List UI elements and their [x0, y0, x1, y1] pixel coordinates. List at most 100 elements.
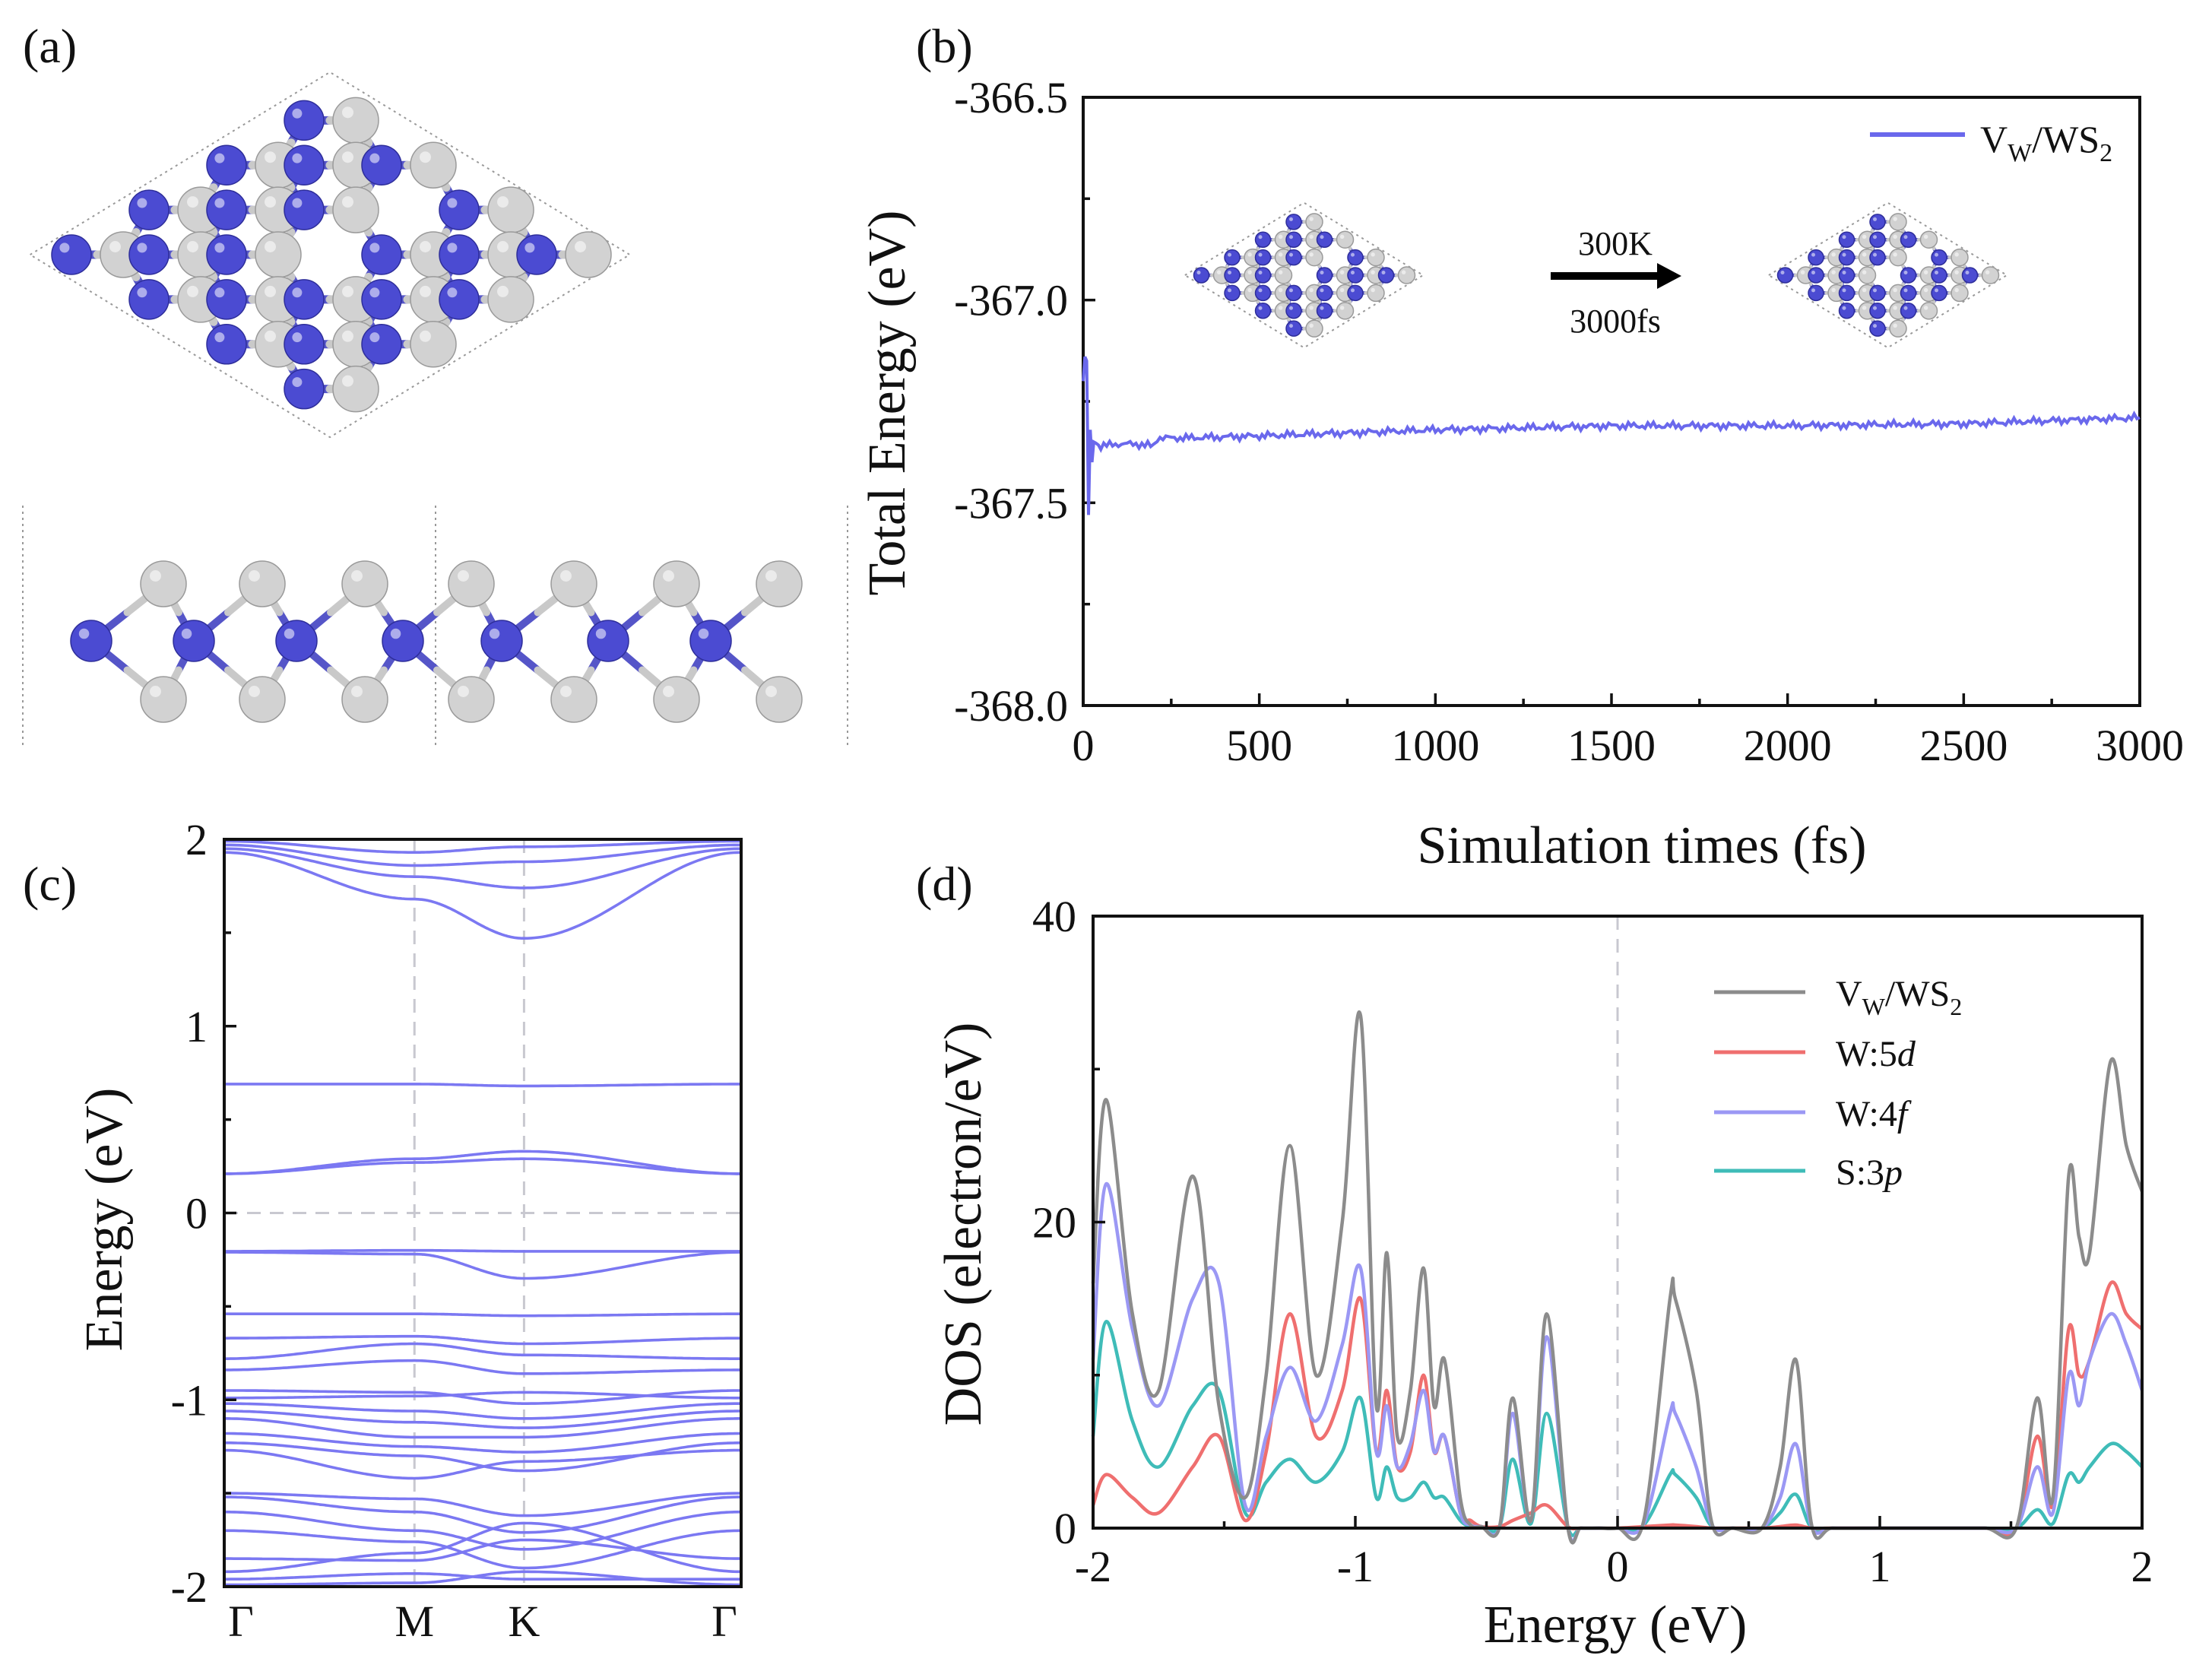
- tungsten-atom: [361, 279, 402, 320]
- c-y-tick-label: 1: [185, 1002, 208, 1051]
- band-line: [224, 1157, 741, 1175]
- d-x-tick-label: -2: [1075, 1542, 1111, 1591]
- tungsten-atom: [1900, 303, 1917, 319]
- d-y-tick-label: 40: [1032, 892, 1076, 941]
- sulfur-atom: [1305, 319, 1323, 338]
- sulfur-atom: [410, 141, 457, 189]
- sulfur-atom: [1336, 302, 1355, 320]
- sulfur-atom: [410, 321, 457, 368]
- unit-cell-outline: [1767, 201, 2009, 349]
- b-y-tick-label: -367.5: [954, 478, 1068, 528]
- tungsten-atom: [206, 279, 247, 320]
- tungsten-atom: [173, 620, 215, 662]
- sulfur-atom: [1305, 248, 1323, 267]
- band-line: [224, 1521, 741, 1574]
- b-plot-frame: [1082, 96, 2141, 707]
- band-line: [224, 1492, 741, 1517]
- sulfur-atom: [140, 676, 187, 723]
- band-line: [224, 1391, 741, 1400]
- tungsten-atom: [1900, 231, 1917, 248]
- b-x-axis-label: Simulation times (fs): [1417, 817, 1866, 875]
- panel-d-chart: Energy (eV) DOS (electron/eV) VW/WS2 W:5d…: [934, 892, 2153, 1654]
- tungsten-atom: [1254, 231, 1272, 248]
- tungsten-atom: [1838, 267, 1855, 284]
- d-x-axis-label: Energy (eV): [1484, 1596, 1748, 1654]
- d-y-axis-label: DOS (electron/eV): [934, 1023, 993, 1426]
- b-y-axis-label: Total Energy (eV): [858, 211, 917, 596]
- panel-d-label: (d): [916, 857, 973, 911]
- tungsten-atom: [1285, 284, 1302, 302]
- tungsten-atom: [1316, 303, 1333, 319]
- sulfur-atom: [1397, 266, 1416, 284]
- tungsten-atom: [1254, 284, 1272, 302]
- tungsten-atom: [206, 189, 247, 230]
- sulfur-atom: [341, 560, 388, 607]
- tungsten-atom: [439, 279, 480, 320]
- tungsten-atom: [1193, 267, 1210, 284]
- tungsten-atom: [284, 324, 325, 365]
- b-legend: VW/WS2: [1870, 118, 2112, 167]
- b-x-tick-label: 0: [1073, 721, 1095, 770]
- b-x-tick-label: 1000: [1391, 721, 1479, 770]
- sulfur-atom: [1951, 248, 1969, 267]
- panel-a-structure: [22, 71, 848, 745]
- unit-cell-outline: [1183, 201, 1425, 349]
- d-x-tick-label: 1: [1869, 1542, 1891, 1591]
- sulfur-atom: [565, 231, 612, 278]
- tungsten-atom: [284, 368, 325, 410]
- b-x-tick-label: 3000: [2096, 721, 2184, 770]
- d-legend-text: VW/WS2: [1836, 974, 1962, 1020]
- sulfur-atom: [550, 676, 597, 723]
- c-y-tick-label: 0: [185, 1189, 208, 1238]
- sulfur-atom: [1889, 213, 1907, 231]
- d-legend-text: W:4f: [1836, 1094, 1912, 1134]
- tungsten-atom: [284, 279, 325, 320]
- band-line: [224, 1432, 741, 1454]
- tungsten-atom: [361, 144, 402, 186]
- sulfur-atom: [756, 560, 803, 607]
- tungsten-atom: [206, 324, 247, 365]
- sulfur-atom: [1919, 302, 1938, 320]
- b-legend-text: VW/WS2: [1980, 118, 2112, 167]
- tungsten-atom: [70, 620, 113, 662]
- tungsten-atom: [361, 324, 402, 365]
- d-x-tick-label: 2: [2131, 1542, 2153, 1591]
- tungsten-atom: [1869, 320, 1886, 337]
- tungsten-atom: [1931, 267, 1947, 284]
- d-legend-text: S:3p: [1836, 1153, 1903, 1193]
- inset-arrow-temperature: 300K: [1578, 225, 1653, 262]
- tungsten-atom: [1869, 249, 1886, 266]
- panel-b-label: (b): [916, 19, 973, 73]
- band-line: [224, 1083, 741, 1088]
- sulfur-atom: [239, 676, 286, 723]
- tungsten-atom: [689, 620, 732, 662]
- c-kpoint-label: M: [395, 1597, 434, 1646]
- b-x-tick-label: 1500: [1567, 721, 1656, 770]
- c-y-tick-label: -1: [171, 1375, 208, 1425]
- tungsten-atom: [51, 234, 92, 275]
- tungsten-atom: [382, 620, 424, 662]
- b-series-line: [1082, 356, 2141, 515]
- b-y-tick-label: -366.5: [954, 73, 1068, 122]
- sulfur-atom: [487, 276, 534, 323]
- band-line: [224, 1529, 741, 1570]
- d-y-tick-label: 0: [1054, 1504, 1076, 1553]
- sulfur-atom: [1367, 248, 1385, 267]
- tungsten-atom: [1900, 267, 1917, 284]
- tungsten-atom: [1285, 249, 1302, 266]
- tungsten-atom: [128, 234, 170, 275]
- band-line: [224, 1570, 741, 1587]
- tungsten-atom: [206, 144, 247, 186]
- tungsten-atom: [1285, 214, 1302, 230]
- tungsten-atom: [1377, 267, 1395, 284]
- inset-arrow-time: 3000fs: [1570, 303, 1661, 340]
- sulfur-atom: [448, 560, 495, 607]
- d-x-tick-label: -1: [1337, 1542, 1374, 1591]
- sulfur-atom: [332, 186, 379, 233]
- side-view: [22, 506, 848, 745]
- d-x-tick-label: 0: [1607, 1542, 1629, 1591]
- sulfur-atom: [140, 560, 187, 607]
- tungsten-atom: [1254, 267, 1272, 284]
- tungsten-atom: [1224, 249, 1241, 266]
